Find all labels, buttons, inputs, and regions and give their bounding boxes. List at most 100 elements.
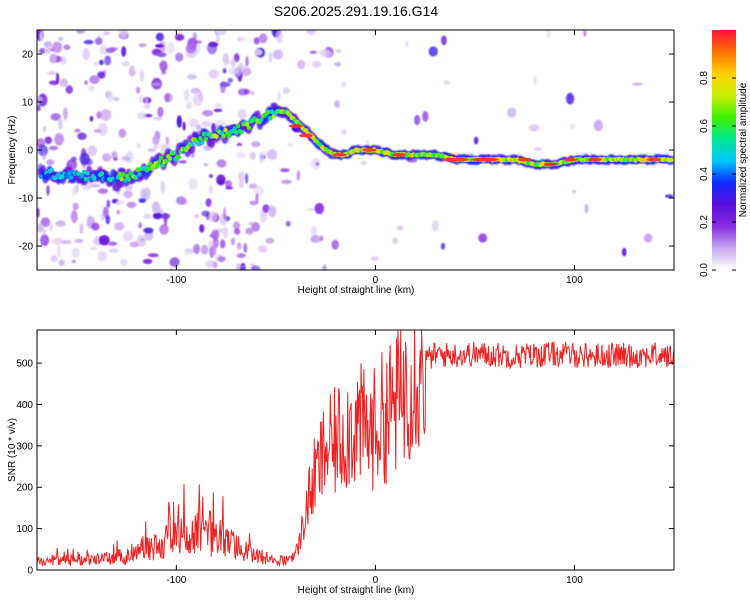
spectrogram-noise-blob [37, 144, 49, 157]
spectrogram-noise-blob [140, 188, 147, 199]
spectrogram-noise-blob [40, 217, 51, 227]
spectrogram-noise-blob [70, 210, 78, 223]
spectrogram-ridge-core [49, 167, 54, 173]
spectrogram-noise-blob [405, 40, 409, 48]
spectrogram-noise-blob [225, 186, 234, 190]
spectrogram-noise-blob [370, 256, 379, 261]
spectrogram-noise-blob [109, 47, 118, 51]
spectrogram-noise-blob [265, 237, 275, 244]
spectrogram-noise-blob [231, 57, 236, 69]
spectrogram-ridge-core [164, 158, 169, 164]
spectrogram-peak [647, 157, 662, 162]
spectrogram-noise-blob [253, 49, 263, 56]
y-tick-label: -10 [19, 194, 34, 205]
spectrogram-noise-blob [309, 50, 317, 54]
spectrogram-noise-blob [506, 107, 517, 118]
spectrogram-peak [362, 148, 377, 152]
y-tick-label: -20 [19, 242, 34, 253]
spectrogram-noise-blob [89, 75, 100, 84]
spectrogram-noise-blob [208, 69, 220, 79]
spectrogram-ridge-core [155, 163, 160, 169]
spectrogram-noise-blob [74, 128, 81, 133]
spectrogram-noise-blob [169, 257, 180, 267]
spectrogram-noise-blob [440, 242, 446, 250]
spectrogram-noise-blob [212, 261, 218, 269]
snr-y-axis-label: SNR (10 * v/v) [7, 418, 18, 482]
spectrogram-ridge-core [232, 126, 237, 132]
spectrogram-noise-blob [165, 93, 170, 102]
spectrogram-noise-blob [99, 45, 108, 55]
spectrogram-noise-blob [122, 231, 134, 242]
spectrogram-noise-blob [119, 30, 128, 39]
spectrogram-noise-blob [152, 212, 162, 220]
spectrogram-noise-blob [315, 162, 320, 166]
snr-x-axis-label: Height of straight line (km) [298, 585, 415, 596]
spectrogram-noise-blob [188, 118, 199, 128]
spectrogram-ridge-core [81, 169, 87, 175]
spectrogram-noise-blob [96, 111, 103, 119]
spectrogram-ridge-core [244, 121, 250, 127]
spectrogram-ridge-core [92, 176, 97, 181]
spectrogram-noise-blob [151, 201, 161, 214]
spectrogram-noise-blob [48, 223, 53, 232]
spectrogram-noise-blob [52, 41, 63, 53]
spectrogram-noise-blob [50, 255, 58, 263]
spectrogram-noise-blob [219, 239, 226, 249]
spectrogram-y-axis-label: Frequency (Hz) [7, 116, 18, 185]
spectrogram-noise-blob [211, 245, 217, 257]
spectrogram-noise-blob [240, 262, 246, 270]
spectrogram-noise-blob [287, 143, 294, 147]
spectrogram-noise-blob [174, 33, 185, 41]
spectrogram-noise-blob [166, 42, 175, 54]
spectrogram-peak [470, 157, 499, 162]
spectrogram-noise-blob [443, 80, 450, 85]
spectrogram-noise-blob [108, 248, 119, 254]
spectrogram-noise-blob [233, 228, 241, 235]
spectrogram-noise-blob [101, 153, 112, 162]
spectrogram-noise-blob [137, 111, 147, 120]
spectrogram-noise-blob [74, 238, 84, 243]
spectrogram-peak [543, 162, 558, 167]
x-tick-label: 0 [373, 275, 379, 286]
snr-frame [36, 329, 675, 571]
spectrogram-noise-blob [116, 210, 120, 215]
spectrogram-noise-blob [566, 92, 575, 105]
spectrogram-noise-blob [205, 198, 212, 207]
spectrogram-noise-blob [93, 61, 99, 66]
spectrogram-noise-blob [572, 189, 577, 194]
spectrogram-noise-blob [584, 203, 589, 214]
spectrogram-noise-blob [310, 235, 322, 243]
spectrogram-noise-blob [182, 121, 186, 131]
spectrogram-noise-blob [103, 31, 110, 36]
spectrogram-noise-blob [250, 90, 255, 96]
spectrogram-noise-blob [240, 65, 251, 78]
y-tick-label: 400 [16, 400, 33, 411]
spectrogram-noise-blob [147, 253, 159, 258]
spectrogram-noise-blob [143, 213, 152, 220]
spectrogram-noise-blob [223, 207, 227, 220]
spectrogram-noise-blob [569, 123, 576, 130]
spectrogram-noise-blob [65, 85, 74, 94]
spectrogram-noise-blob [214, 103, 218, 108]
spectrogram-noise-blob [255, 193, 259, 205]
spectrogram-noise-blob [39, 30, 44, 43]
spectrogram-peak [441, 157, 469, 162]
y-tick-label: 20 [22, 50, 34, 61]
spectrogram-noise-blob [104, 55, 112, 66]
spectrogram-noise-blob [593, 119, 603, 132]
spectrogram-noise-blob [61, 240, 72, 244]
spectrogram-noise-blob [111, 151, 118, 160]
spectrogram-noise-blob [297, 59, 306, 70]
y-tick-label: 500 [16, 359, 33, 370]
spectrogram-ridge-core [669, 157, 674, 163]
spectrogram-noise-blob [268, 52, 273, 63]
spectrogram-noise-blob [235, 151, 246, 159]
spectrogram-noise-blob [88, 85, 96, 91]
spectrogram-noise-blob [632, 82, 643, 86]
spectrogram-noise-blob [310, 225, 317, 237]
spectrogram-ridge-core [99, 171, 105, 177]
spectrogram-noise-blob [93, 129, 102, 133]
spectrogram-noise-blob [43, 41, 53, 49]
spectrogram-noise-blob [365, 139, 369, 144]
